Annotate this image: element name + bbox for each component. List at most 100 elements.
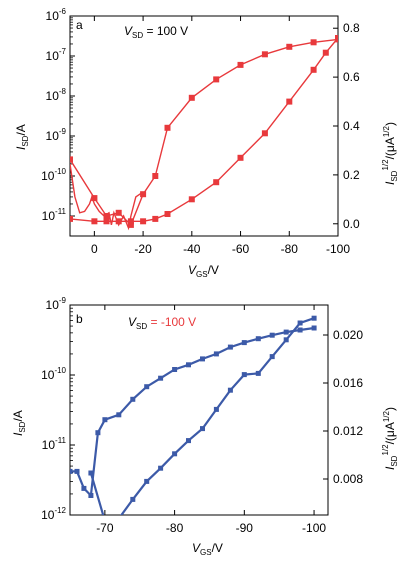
data-point-b-1 (186, 438, 191, 444)
y-right-label-a: ISD1/2/(μA1/2) (381, 122, 399, 185)
data-point-b-1 (144, 478, 150, 484)
y-right-tick-label-a: 0.2 (343, 168, 360, 182)
data-point-b-1 (297, 320, 303, 326)
data-point-a-2 (310, 66, 317, 73)
y-right-tick-label-a: 0.8 (343, 21, 360, 35)
y-right-tick-label-a: 0.6 (343, 70, 360, 84)
data-point-b-0 (144, 384, 150, 390)
data-point-b-0 (213, 351, 219, 357)
data-point-a-1 (188, 94, 195, 101)
y-right-label-b: ISD1/2/(μA1/2) (381, 407, 399, 470)
data-point-b-1 (213, 406, 219, 412)
data-point-b-0 (158, 375, 164, 381)
series-line-b-0 (70, 326, 315, 498)
x-tick-label-a: -100 (326, 242, 350, 256)
data-point-b-0 (172, 367, 178, 372)
data-point-a-2 (164, 211, 171, 217)
chart-panel-a: 0 -20 -40 -60 -80 -100 10-11 10-10 10-9 10-8 10-7 1… (14, 7, 399, 279)
data-point-b-1 (311, 315, 317, 321)
x-tick-label-b: -90 (236, 521, 254, 535)
data-point-a-1 (127, 221, 134, 228)
data-point-a-1 (286, 43, 293, 50)
data-point-b-0 (227, 344, 233, 350)
y-left-tick-label-a: 10-8 (46, 87, 67, 103)
chart-panel-b: -70 -80 -90 -100 10-12 10-11 10-10 10-9 0.008 0.0… (11, 296, 399, 557)
x-tick-label-a: 0 (91, 242, 98, 256)
x-tick-label-b: -100 (302, 521, 326, 535)
data-point-a-2 (70, 215, 73, 222)
y-right-tick-label-b: 0.012 (333, 424, 363, 438)
data-point-a-2 (322, 49, 329, 56)
y-left-label-b: ISD/A (11, 410, 27, 436)
data-point-b-0 (297, 327, 303, 333)
data-point-b-0 (95, 430, 101, 436)
data-point-b-1 (88, 470, 94, 476)
y-right-tick-label-b: 0.016 (333, 376, 363, 390)
x-tick-label-b: -70 (96, 521, 114, 535)
data-point-b-0 (241, 340, 247, 346)
series-line-b-1 (89, 317, 315, 515)
data-point-b-0 (255, 336, 261, 342)
data-point-a-1 (152, 173, 159, 179)
x-tick-label-a: -40 (183, 242, 201, 256)
x-axis-label-b: VGS/V (192, 541, 223, 557)
plot-area-a (70, 35, 338, 231)
y-left-tick-label-b: 10-12 (41, 506, 66, 522)
data-point-a-1 (140, 191, 147, 198)
data-point-b-0 (102, 417, 108, 423)
data-point-a-1 (237, 61, 244, 68)
data-point-a-2 (115, 218, 122, 225)
data-point-a-1 (164, 124, 171, 131)
data-point-b-0 (70, 468, 73, 474)
y-left-tick-label-a: 10-7 (46, 47, 67, 63)
annotation-a: VSD = 100 V (124, 24, 188, 40)
data-point-a-2 (188, 196, 195, 203)
data-point-b-0 (81, 485, 87, 491)
data-point-b-0 (116, 412, 122, 418)
data-point-b-1 (227, 387, 233, 393)
data-point-a-2 (286, 98, 293, 105)
data-point-a-2 (103, 218, 110, 225)
data-point-b-1 (130, 496, 136, 502)
data-point-a-2 (237, 154, 244, 161)
y-right-tick-label-b: 0.008 (333, 472, 363, 486)
data-point-b-0 (88, 493, 94, 498)
data-point-a-1 (213, 76, 220, 83)
y-right-tick-label-a: 0.4 (343, 119, 360, 133)
data-point-b-0 (74, 468, 80, 474)
data-point-b-1 (241, 372, 247, 378)
data-point-b-0 (200, 356, 205, 362)
x-tick-label-a: -20 (134, 242, 152, 256)
data-point-a-1 (310, 39, 317, 46)
data-point-a-1 (91, 195, 98, 202)
y-right-tick-label-b: 0.020 (333, 328, 363, 342)
plot-frame-a (69, 15, 339, 237)
data-point-a-2 (213, 179, 220, 186)
annotation-b: VSD = -100 V (128, 315, 196, 331)
y-right-tick-label-a: 0.0 (343, 217, 360, 231)
data-point-b-1 (283, 337, 289, 343)
y-left-tick-label-a: 10-10 (41, 167, 66, 183)
series-line-a-2 (70, 37, 338, 223)
data-point-b-1 (255, 370, 261, 376)
y-left-tick-label-a: 10-6 (46, 7, 67, 23)
data-point-a-2 (335, 35, 338, 41)
data-point-a-1 (103, 213, 110, 219)
data-point-b-0 (311, 325, 317, 331)
x-tick-label-b: -80 (166, 521, 184, 535)
data-point-a-1 (261, 51, 268, 58)
data-point-b-1 (158, 465, 164, 471)
plot-area-b (70, 315, 317, 515)
data-point-b-1 (200, 426, 205, 432)
data-point-a-2 (127, 218, 134, 225)
data-point-a-1 (115, 209, 122, 216)
y-left-tick-label-b: 10-11 (42, 436, 67, 452)
data-point-a-2 (91, 218, 98, 225)
data-point-a-2 (152, 215, 159, 222)
data-point-b-1 (172, 451, 178, 457)
data-point-a-2 (140, 218, 147, 225)
panel-label-b: b (76, 312, 83, 326)
y-left-tick-label-b: 10-9 (46, 296, 67, 312)
x-tick-label-a: -60 (232, 242, 250, 256)
